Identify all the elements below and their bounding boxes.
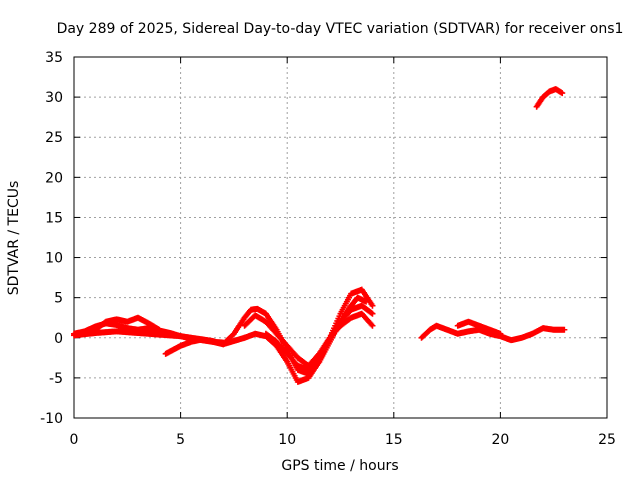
- series-arc-8: [418, 322, 568, 344]
- y-tick-label: 10: [45, 251, 63, 267]
- x-tick-label: 10: [278, 432, 296, 448]
- data-points: [71, 86, 568, 385]
- axis-ticks: 0 5 10 15 20 25 -10 -5 0 5 10 15 20 25 30 35: [40, 50, 616, 448]
- y-tick-label: 35: [45, 50, 63, 66]
- x-tick-label: 0: [70, 432, 79, 448]
- y-tick-label: 15: [45, 210, 63, 226]
- x-tick-label: 15: [385, 432, 403, 448]
- data-point: [497, 330, 504, 337]
- data-point: [561, 326, 568, 333]
- x-tick-label: 20: [491, 432, 509, 448]
- series-arc-3: [92, 314, 163, 333]
- series-arc-7: [262, 302, 376, 373]
- y-tick-label: -5: [49, 371, 63, 387]
- data-point: [559, 90, 566, 97]
- data-point: [369, 322, 376, 329]
- plot-frame: [73, 56, 608, 419]
- x-tick-label: 25: [598, 432, 616, 448]
- y-tick-label: 0: [54, 331, 63, 347]
- x-tick-label: 5: [176, 432, 185, 448]
- series-arc-10: [533, 86, 566, 110]
- data-point: [156, 326, 163, 333]
- x-axis-label: GPS time / hours: [281, 458, 398, 474]
- series-arc-9: [454, 318, 504, 337]
- grid-lines: [74, 57, 607, 418]
- y-tick-label: 25: [45, 130, 63, 146]
- data-point: [369, 310, 376, 317]
- data-point: [369, 302, 376, 309]
- data-point: [368, 309, 375, 316]
- chart-title: Day 289 of 2025, Sidereal Day-to-day VTE…: [57, 21, 624, 37]
- y-tick-label: -10: [40, 411, 63, 427]
- y-axis-label: SDTVAR / TECUs: [6, 181, 22, 296]
- y-tick-label: 20: [45, 170, 63, 186]
- y-tick-label: 5: [54, 291, 63, 307]
- y-tick-label: 30: [45, 90, 63, 106]
